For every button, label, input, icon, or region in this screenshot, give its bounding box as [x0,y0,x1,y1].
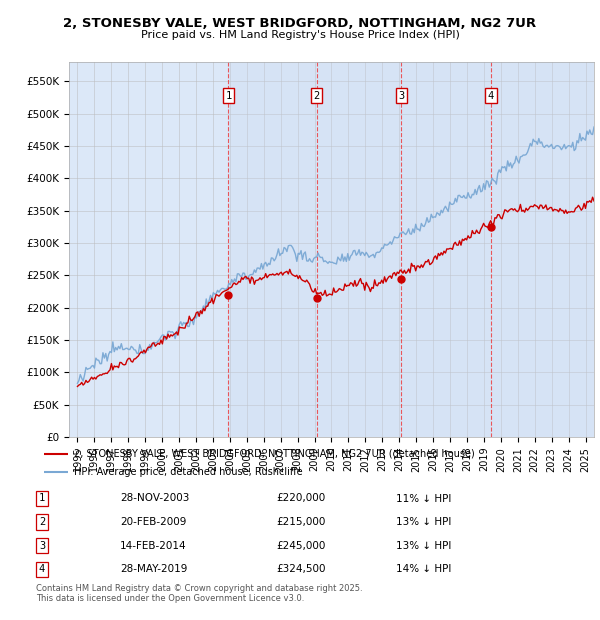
Text: £220,000: £220,000 [276,494,325,503]
Text: 11% ↓ HPI: 11% ↓ HPI [396,494,451,503]
Text: 2, STONESBY VALE, WEST BRIDGFORD, NOTTINGHAM, NG2 7UR: 2, STONESBY VALE, WEST BRIDGFORD, NOTTIN… [64,17,536,30]
Text: 14-FEB-2014: 14-FEB-2014 [120,541,187,551]
Text: 1: 1 [39,494,45,503]
Text: 2: 2 [39,517,45,527]
Text: Contains HM Land Registry data © Crown copyright and database right 2025.
This d: Contains HM Land Registry data © Crown c… [36,584,362,603]
Text: HPI: Average price, detached house, Rushcliffe: HPI: Average price, detached house, Rush… [74,466,302,477]
Text: 3: 3 [398,91,404,100]
Text: 4: 4 [39,564,45,574]
Text: 13% ↓ HPI: 13% ↓ HPI [396,541,451,551]
Text: 14% ↓ HPI: 14% ↓ HPI [396,564,451,574]
Text: 4: 4 [488,91,494,100]
Text: £245,000: £245,000 [276,541,325,551]
Text: 2, STONESBY VALE, WEST BRIDGFORD, NOTTINGHAM, NG2 7UR (detached house): 2, STONESBY VALE, WEST BRIDGFORD, NOTTIN… [74,448,475,459]
Text: 20-FEB-2009: 20-FEB-2009 [120,517,187,527]
Text: 28-NOV-2003: 28-NOV-2003 [120,494,190,503]
Text: 2: 2 [314,91,320,100]
Text: 3: 3 [39,541,45,551]
Text: 1: 1 [225,91,232,100]
Bar [229,62,594,437]
Text: 28-MAY-2019: 28-MAY-2019 [120,564,187,574]
Text: Price paid vs. HM Land Registry's House Price Index (HPI): Price paid vs. HM Land Registry's House … [140,30,460,40]
Text: £324,500: £324,500 [276,564,325,574]
Text: £215,000: £215,000 [276,517,325,527]
Text: 13% ↓ HPI: 13% ↓ HPI [396,517,451,527]
